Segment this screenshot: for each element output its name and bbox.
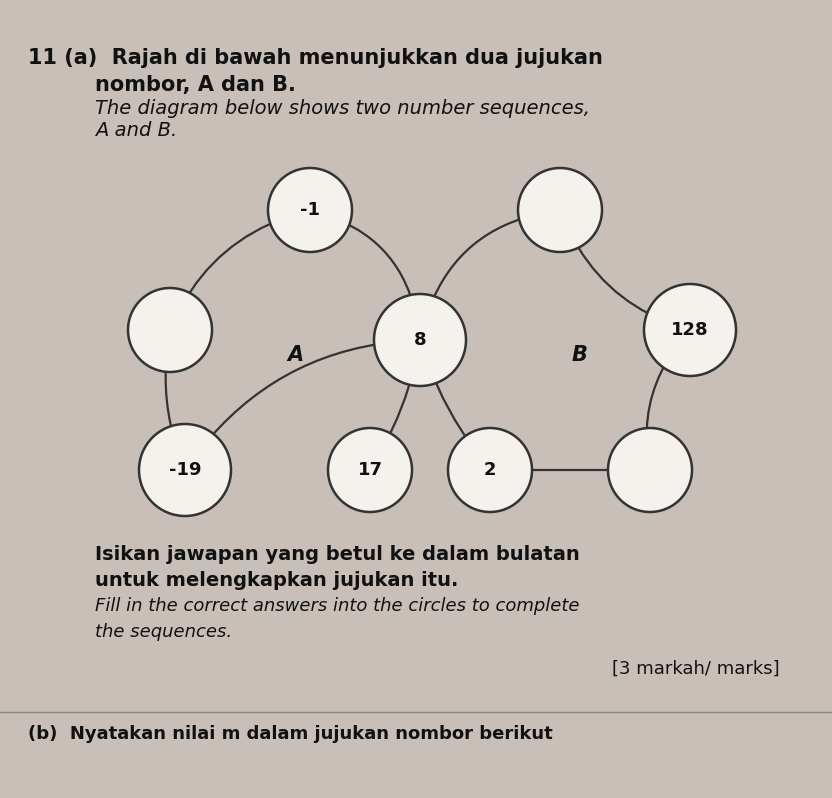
Text: -19: -19 <box>169 461 201 479</box>
Text: 17: 17 <box>358 461 383 479</box>
Circle shape <box>644 284 736 376</box>
Text: A: A <box>287 345 303 365</box>
Circle shape <box>268 168 352 252</box>
Text: the sequences.: the sequences. <box>95 623 232 641</box>
Text: 2: 2 <box>483 461 496 479</box>
Circle shape <box>448 428 532 512</box>
Text: 11 (a)  Rajah di bawah menunjukkan dua jujukan: 11 (a) Rajah di bawah menunjukkan dua ju… <box>28 48 603 68</box>
Text: nombor, A dan B.: nombor, A dan B. <box>95 75 296 95</box>
Text: 8: 8 <box>414 331 426 349</box>
Circle shape <box>328 428 412 512</box>
Text: 128: 128 <box>671 321 709 339</box>
Circle shape <box>374 294 466 386</box>
Text: Isikan jawapan yang betul ke dalam bulatan: Isikan jawapan yang betul ke dalam bulat… <box>95 545 580 564</box>
Circle shape <box>608 428 692 512</box>
Circle shape <box>518 168 602 252</box>
Text: -1: -1 <box>300 201 320 219</box>
Text: Fill in the correct answers into the circles to complete: Fill in the correct answers into the cir… <box>95 597 580 615</box>
Text: [3 markah/ marks]: [3 markah/ marks] <box>612 660 780 678</box>
Circle shape <box>139 424 231 516</box>
Circle shape <box>128 288 212 372</box>
Text: A and B.: A and B. <box>95 121 177 140</box>
Text: The diagram below shows two number sequences,: The diagram below shows two number seque… <box>95 99 590 118</box>
Text: B: B <box>572 345 588 365</box>
Text: (b)  Nyatakan nilai m dalam jujukan nombor berikut: (b) Nyatakan nilai m dalam jujukan nombo… <box>28 725 552 743</box>
Text: untuk melengkapkan jujukan itu.: untuk melengkapkan jujukan itu. <box>95 571 458 590</box>
